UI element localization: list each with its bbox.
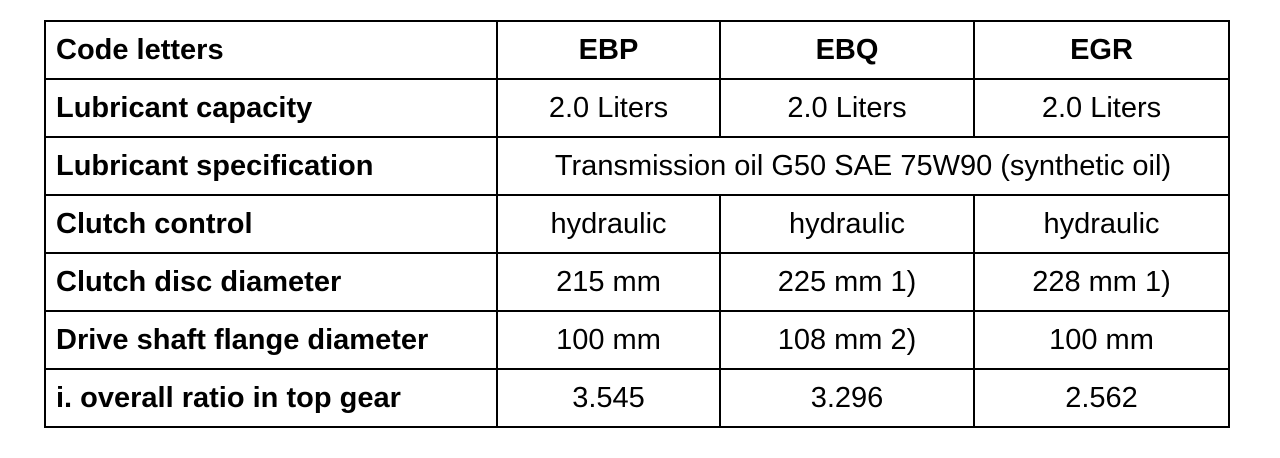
- table-row: Lubricant specification Transmission oil …: [44, 136, 1230, 196]
- table-cell: 225 mm 1): [719, 252, 975, 312]
- column-header: EBP: [496, 20, 721, 80]
- spec-table: Code letters EBP EBQ EGR Lubricant capacity 2…: [44, 20, 1230, 428]
- table-row: i. overall ratio in top gear 3.545 3.296 2.…: [44, 368, 1230, 428]
- column-header: EBQ: [719, 20, 975, 80]
- table-row: Drive shaft flange diameter 100 mm 108 mm …: [44, 310, 1230, 370]
- table-cell: hydraulic: [973, 194, 1230, 254]
- row-label: Clutch disc diameter: [44, 252, 498, 312]
- table-cell: 3.296: [719, 368, 975, 428]
- table-cell: 2.562: [973, 368, 1230, 428]
- table-cell: 108 mm 2): [719, 310, 975, 370]
- table-body: Code letters EBP EBQ EGR Lubricant capacity 2…: [44, 20, 1230, 428]
- row-label: i. overall ratio in top gear: [44, 368, 498, 428]
- table-row: Clutch control hydraulic hydraulic hydrauli…: [44, 194, 1230, 254]
- row-label: Drive shaft flange diameter: [44, 310, 498, 370]
- table-row: Clutch disc diameter 215 mm 225 mm 1) 228 m…: [44, 252, 1230, 312]
- header-row: Code letters EBP EBQ EGR: [44, 20, 1230, 80]
- table-cell: hydraulic: [496, 194, 721, 254]
- table-cell: 228 mm 1): [973, 252, 1230, 312]
- table-cell: Transmission oil G50 SAE 75W90 (syntheti…: [496, 136, 1230, 196]
- table-cell: 100 mm: [973, 310, 1230, 370]
- row-label: Code letters: [44, 20, 498, 80]
- column-header: EGR: [973, 20, 1230, 80]
- row-label: Lubricant specification: [44, 136, 498, 196]
- table-cell: 2.0 Liters: [496, 78, 721, 138]
- table-cell: hydraulic: [719, 194, 975, 254]
- table-cell: 100 mm: [496, 310, 721, 370]
- table-cell: 215 mm: [496, 252, 721, 312]
- row-label: Lubricant capacity: [44, 78, 498, 138]
- row-label: Clutch control: [44, 194, 498, 254]
- table-cell: 3.545: [496, 368, 721, 428]
- table-row: Lubricant capacity 2.0 Liters 2.0 Liters 2.…: [44, 78, 1230, 138]
- table-cell: 2.0 Liters: [973, 78, 1230, 138]
- table-cell: 2.0 Liters: [719, 78, 975, 138]
